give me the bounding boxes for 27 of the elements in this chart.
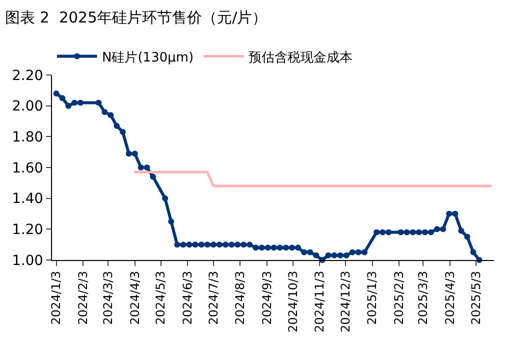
x-tick-label: 2024/3/3 xyxy=(101,270,116,325)
chart-title: 图表 2 2025年硅片环节售价（元/片） xyxy=(5,8,268,27)
y-tick-label: 1.40 xyxy=(12,191,44,208)
x-tick-label: 2025/5/3 xyxy=(468,270,483,325)
legend-label: N硅片(130μm) xyxy=(102,50,194,66)
x-tick-label: 2024/11/3 xyxy=(312,270,327,332)
x-tick-label: 2024/9/3 xyxy=(260,270,274,325)
x-tick-label: 2024/1/3 xyxy=(49,270,64,325)
y-tick-label: 1.00 xyxy=(12,252,44,269)
x-tick-label: 2024/2/3 xyxy=(76,270,90,325)
x-tick-label: 2024/6/3 xyxy=(180,270,194,325)
x-tick-label: 2025/4/3 xyxy=(442,270,457,325)
x-tick-label: 2025/3/3 xyxy=(416,270,430,325)
x-tick-label: 2024/10/3 xyxy=(286,270,300,332)
y-tick-label: 1.20 xyxy=(12,222,44,238)
legend-label: 预估含税现金成本 xyxy=(248,50,353,66)
x-tick-label: 2025/2/3 xyxy=(392,270,406,325)
x-tick-label: 2025/1/3 xyxy=(365,270,380,325)
x-tick-label: 2024/4/3 xyxy=(128,270,142,325)
y-tick-label: 1.60 xyxy=(12,160,44,176)
x-tick-label: 2024/8/3 xyxy=(233,270,248,325)
y-tick-label: 1.80 xyxy=(12,130,44,146)
x-tick-label: 2024/12/3 xyxy=(338,270,352,332)
x-tick-label: 2024/5/3 xyxy=(154,270,168,325)
y-tick-label: 2.00 xyxy=(12,98,44,115)
y-tick-label: 2.20 xyxy=(12,68,44,84)
x-tick-label: 2024/7/3 xyxy=(206,270,220,325)
